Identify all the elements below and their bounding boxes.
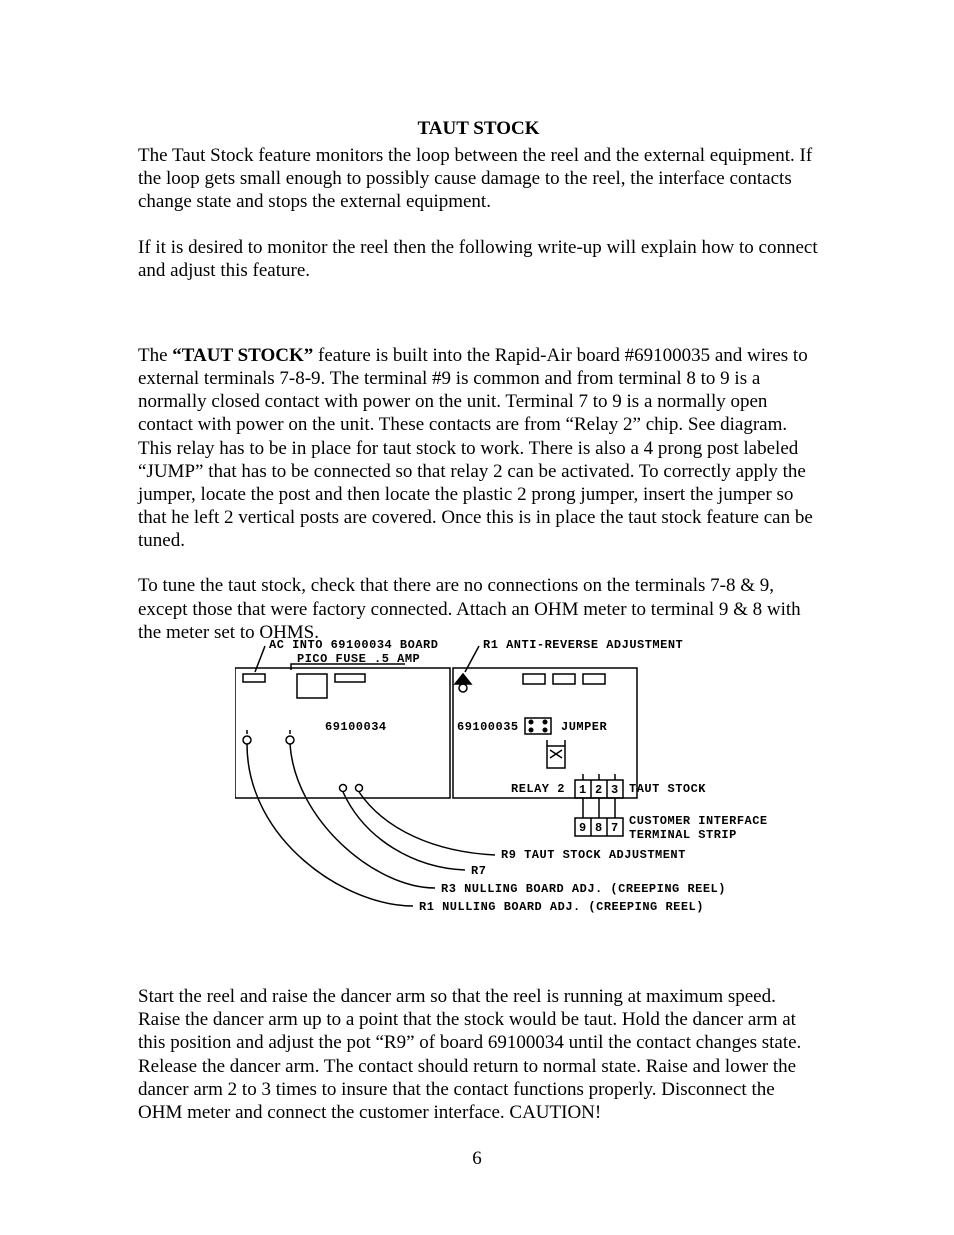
board-diagram: AC INTO 69100034 BOARD PICO FUSE .5 AMP … bbox=[235, 640, 735, 930]
label-board-right: 69100035 bbox=[457, 720, 519, 734]
document-page: TAUT STOCK The Taut Stock feature monito… bbox=[0, 0, 954, 1235]
paragraph-3: The “TAUT STOCK” feature is built into t… bbox=[138, 344, 819, 553]
term-7: 7 bbox=[611, 821, 619, 835]
paragraph-4: To tune the taut stock, check that there… bbox=[138, 574, 819, 644]
label-r1-null: R1 NULLING BOARD ADJ. (CREEPING REEL) bbox=[419, 900, 704, 914]
label-ac-into: AC INTO 69100034 BOARD bbox=[269, 638, 438, 652]
label-r3: R3 NULLING BOARD ADJ. (CREEPING REEL) bbox=[441, 882, 726, 896]
paragraph-2: If it is desired to monitor the reel the… bbox=[138, 236, 819, 282]
p3-rest: feature is built into the Rapid-Air boar… bbox=[138, 345, 813, 551]
term-9: 9 bbox=[579, 821, 587, 835]
label-board-left: 69100034 bbox=[325, 720, 387, 734]
label-r9: R9 TAUT STOCK ADJUSTMENT bbox=[501, 848, 686, 862]
page-number: 6 bbox=[0, 1148, 954, 1170]
term-3: 3 bbox=[611, 783, 619, 797]
term-2: 2 bbox=[595, 783, 603, 797]
label-pico-fuse: PICO FUSE .5 AMP bbox=[297, 652, 420, 666]
label-r1-anti: R1 ANTI-REVERSE ADJUSTMENT bbox=[483, 638, 683, 652]
p3-bold: “TAUT STOCK” bbox=[172, 345, 313, 366]
term-1: 1 bbox=[579, 783, 587, 797]
label-r7: R7 bbox=[471, 864, 486, 878]
term-8: 8 bbox=[595, 821, 603, 835]
paragraph-5: Start the reel and raise the dancer arm … bbox=[138, 985, 819, 1124]
label-cust1: CUSTOMER INTERFACE bbox=[629, 814, 768, 828]
label-jumper: JUMPER bbox=[561, 720, 607, 734]
label-relay2: RELAY 2 bbox=[511, 782, 565, 796]
p3-lead: The bbox=[138, 345, 172, 366]
paragraph-1: The Taut Stock feature monitors the loop… bbox=[138, 144, 819, 214]
section-title: TAUT STOCK bbox=[138, 118, 819, 140]
label-taut-stock: TAUT STOCK bbox=[629, 782, 706, 796]
label-cust2: TERMINAL STRIP bbox=[629, 828, 737, 842]
